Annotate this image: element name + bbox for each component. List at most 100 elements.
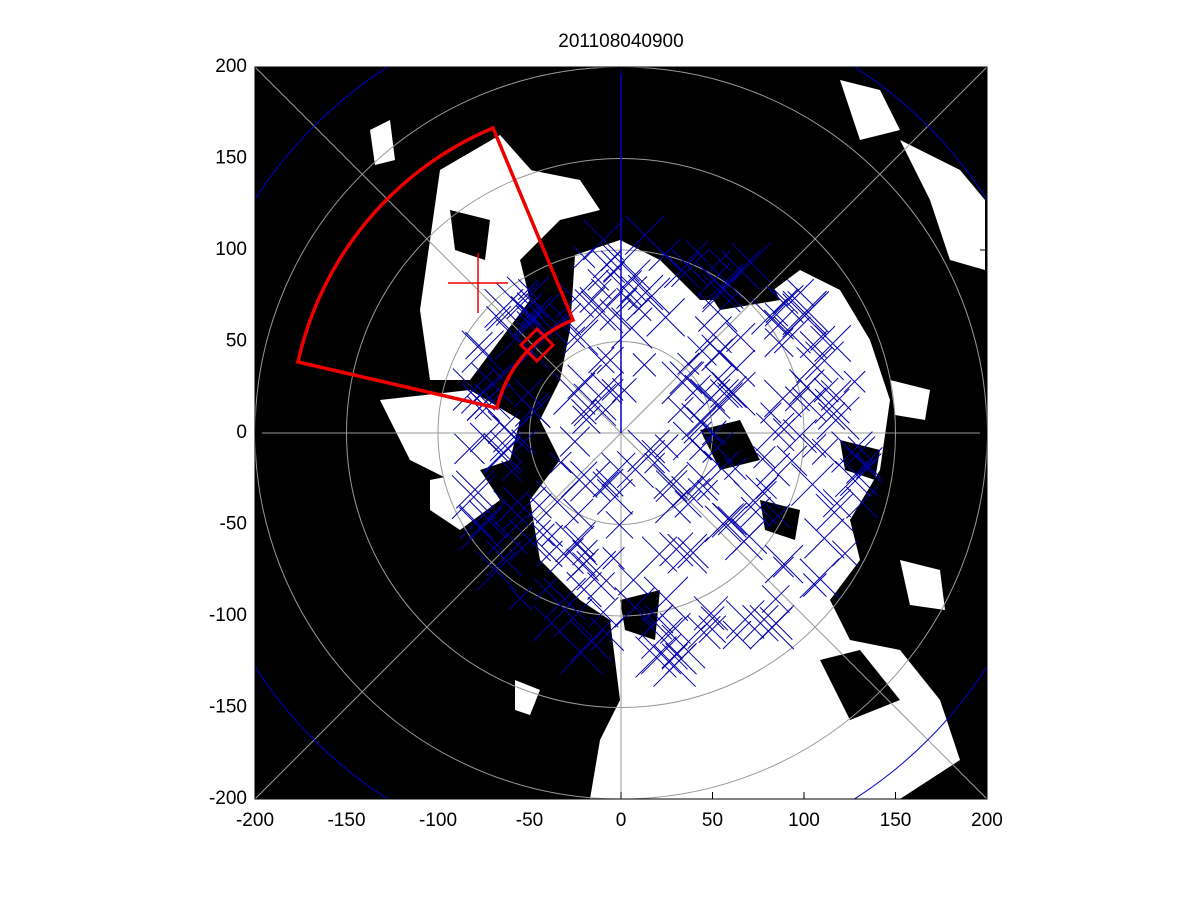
cross-mark	[846, 446, 883, 484]
cross-mark	[765, 284, 804, 324]
cross-mark	[509, 519, 552, 562]
cross-mark	[572, 405, 601, 434]
cross-mark	[579, 286, 606, 313]
cross-mark	[799, 558, 840, 599]
cross-mark	[839, 458, 878, 497]
cross-mark	[772, 288, 799, 315]
cross-mark	[487, 514, 528, 555]
cross-mark	[641, 536, 678, 572]
cross-mark	[484, 288, 524, 329]
cross-mark	[616, 287, 638, 310]
cross-mark	[855, 453, 882, 479]
cross-mark	[661, 361, 705, 405]
cross-mark	[520, 304, 542, 326]
cross-mark	[714, 375, 747, 409]
cross-mark	[588, 346, 615, 374]
cross-mark	[605, 270, 643, 307]
cross-mark	[683, 404, 723, 444]
cross-marks	[451, 215, 883, 688]
diamond-marker	[518, 326, 556, 364]
cross-mark	[782, 419, 817, 454]
cross-mark	[722, 620, 752, 650]
cross-mark	[511, 429, 537, 455]
cross-mark	[755, 412, 795, 452]
cross-mark	[605, 510, 634, 539]
cross-mark	[460, 382, 493, 414]
cross-mark	[646, 298, 686, 337]
cross-mark	[717, 382, 743, 408]
cross-mark	[572, 539, 598, 566]
cross-mark	[532, 604, 571, 642]
cross-mark	[782, 293, 827, 338]
cross-mark	[786, 278, 815, 307]
cross-mark	[602, 244, 640, 282]
cross-mark	[596, 346, 625, 374]
cross-mark	[733, 480, 777, 525]
cross-mark	[689, 437, 713, 461]
cross-mark	[536, 540, 563, 568]
cross-mark	[810, 325, 836, 351]
cross-mark	[571, 398, 597, 425]
cross-mark	[815, 493, 854, 532]
cross-mark	[502, 486, 547, 531]
cross-mark	[516, 292, 544, 319]
cross-mark	[717, 506, 747, 536]
x-tick-label: -100	[419, 810, 457, 831]
cross-mark	[590, 278, 612, 300]
cross-mark	[763, 379, 802, 418]
cross-mark	[731, 242, 771, 283]
cross-mark	[764, 327, 794, 358]
cross-mark	[671, 475, 704, 509]
cross-mark	[677, 537, 709, 569]
cross-mark	[802, 573, 827, 597]
cross-mark	[514, 391, 550, 427]
cross-mark	[547, 538, 584, 574]
cross-mark	[513, 333, 550, 370]
cross-mark	[661, 643, 688, 670]
cross-mark	[697, 479, 719, 501]
x-tick-label: -150	[327, 810, 365, 831]
chart-title: 201108040900	[558, 31, 683, 52]
cross-mark	[709, 379, 739, 408]
cross-mark	[701, 334, 739, 372]
cross-mark	[486, 305, 512, 332]
y-tick-label: -50	[220, 514, 247, 535]
cross-mark	[595, 468, 624, 497]
cross-mark	[492, 415, 531, 453]
cross-mark	[791, 387, 827, 422]
cross-mark	[501, 460, 523, 482]
cross-mark	[559, 426, 591, 457]
cross-mark	[654, 434, 679, 459]
cross-mark	[461, 330, 504, 373]
cross-mark	[592, 471, 619, 498]
cross-mark	[663, 252, 700, 289]
cross-mark	[531, 523, 555, 547]
cross-mark	[755, 477, 777, 500]
cross-mark	[740, 496, 772, 528]
cross-mark	[693, 596, 729, 631]
cross-mark	[638, 605, 673, 640]
cross-mark	[452, 368, 496, 411]
cross-mark	[773, 316, 811, 354]
cross-mark	[560, 461, 598, 498]
cross-mark	[627, 429, 670, 473]
cross-mark	[804, 518, 845, 559]
cross-mark	[533, 578, 557, 602]
cross-mark	[653, 644, 696, 688]
cross-mark	[487, 363, 515, 392]
cross-mark	[796, 346, 833, 384]
cross-mark	[702, 267, 744, 310]
cross-mark	[459, 506, 503, 551]
cross-mark	[454, 433, 485, 465]
cross-mark	[766, 503, 791, 529]
cross-mark	[619, 259, 651, 291]
x-tick-label: 50	[702, 810, 723, 831]
cross-mark	[570, 460, 611, 502]
cross-mark	[712, 503, 744, 535]
cross-mark	[764, 544, 804, 584]
cross-mark	[601, 452, 636, 487]
cross-mark	[671, 248, 710, 288]
cross-mark	[725, 600, 765, 639]
